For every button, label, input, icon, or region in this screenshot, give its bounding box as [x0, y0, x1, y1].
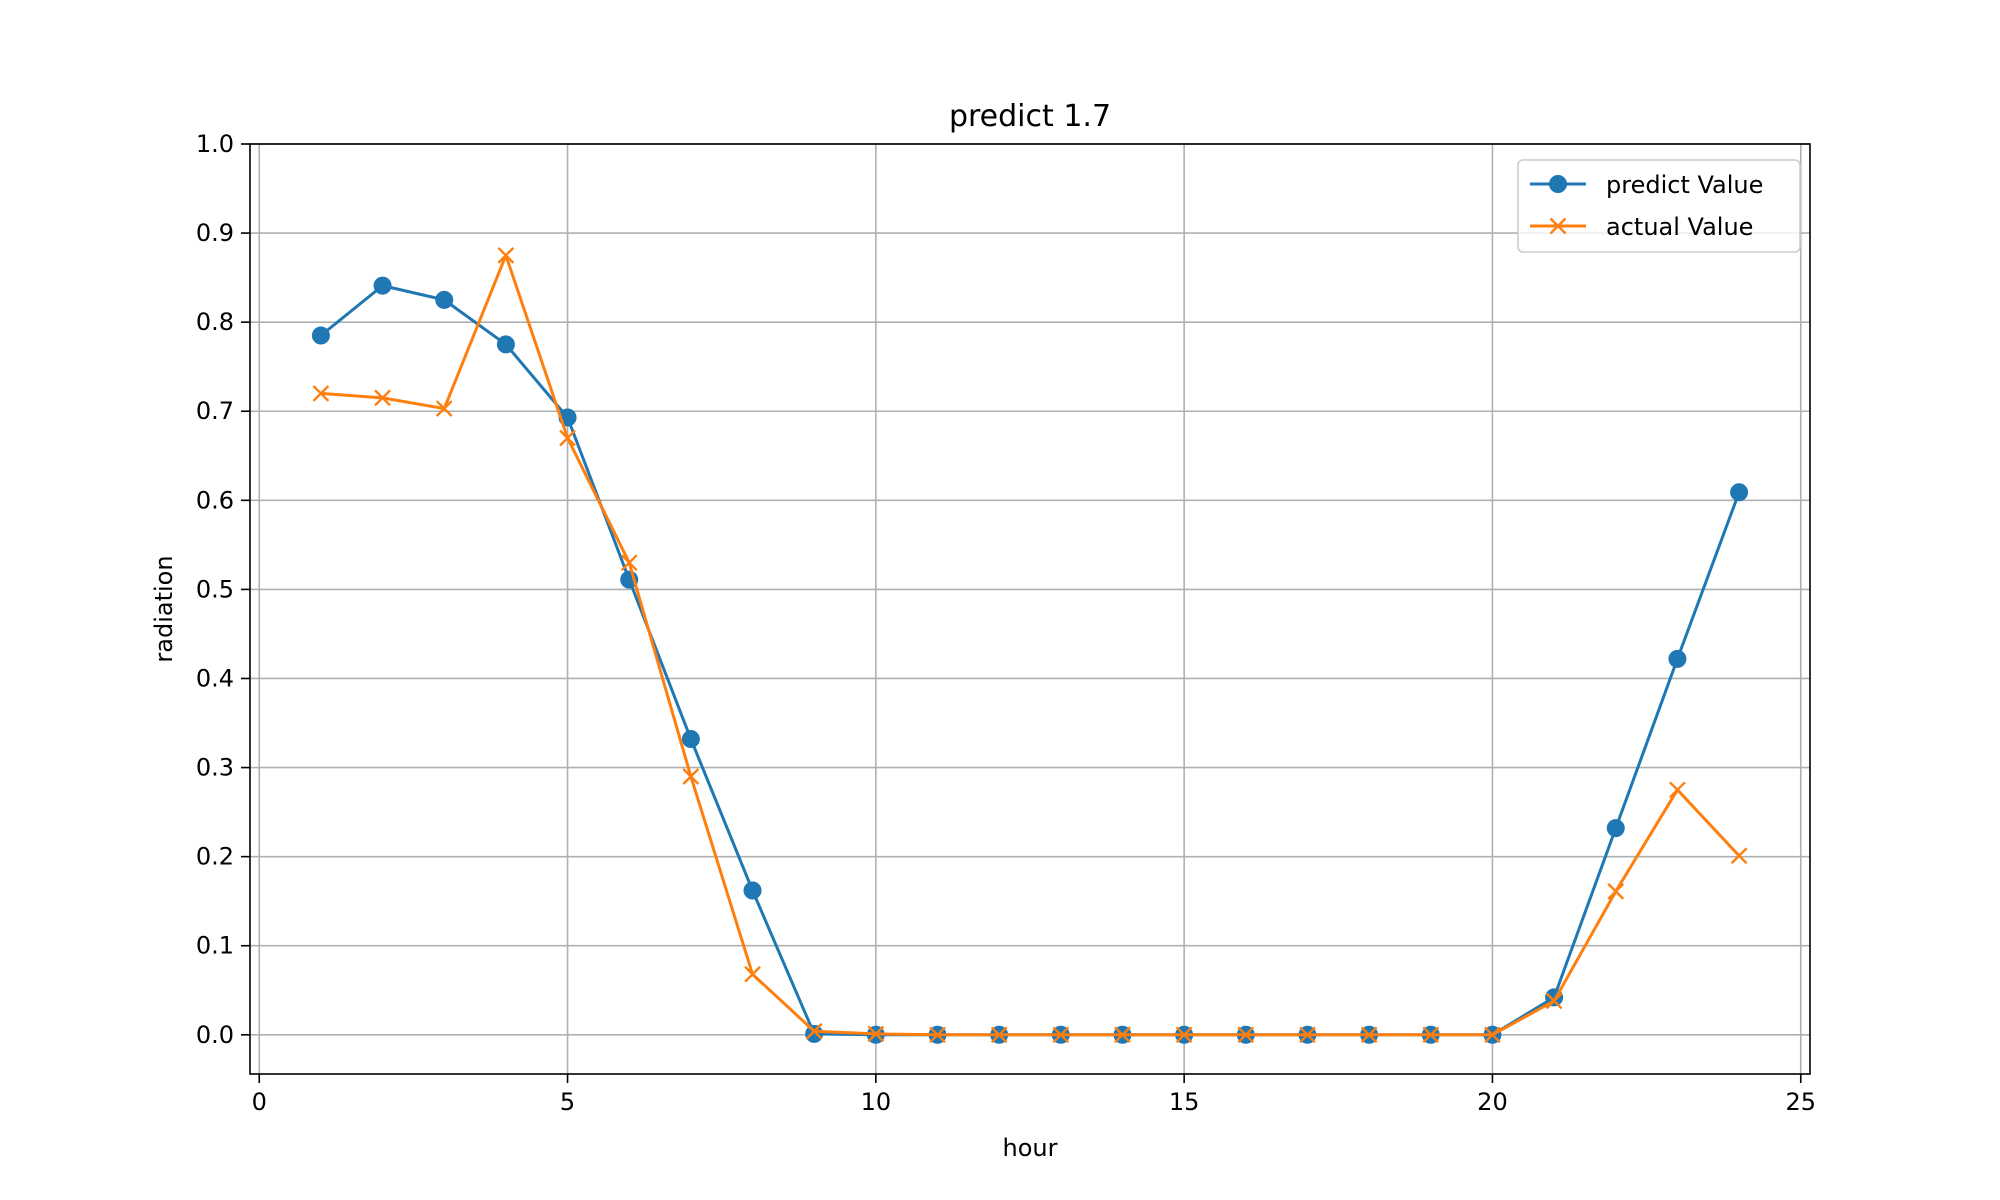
y-tick-label: 0.2	[196, 843, 234, 871]
x-marker-stroke	[1545, 992, 1563, 1010]
x-marker-stroke	[1422, 1026, 1440, 1044]
x-marker-stroke	[620, 554, 638, 572]
actual-value-point	[867, 1025, 885, 1043]
actual-value-point	[1730, 847, 1748, 865]
plot-frame	[249, 143, 1811, 1075]
legend-label: actual Value	[1606, 213, 1753, 241]
x-marker-stroke	[1669, 781, 1686, 799]
x-marker-stroke	[744, 965, 761, 983]
actual-value-point	[805, 1022, 823, 1040]
x-marker-stroke	[990, 1026, 1008, 1044]
actual-value-point	[374, 389, 391, 407]
x-tick-label: 5	[560, 1088, 575, 1116]
actual-value-point	[1484, 1026, 1501, 1044]
x-marker-stroke	[559, 429, 576, 447]
actual-value-point	[1669, 781, 1686, 799]
actual-value-line	[320, 253, 1741, 1037]
predict-value-point	[743, 881, 762, 900]
y-tick-label: 0.0	[196, 1021, 234, 1049]
legend-box	[1517, 159, 1801, 253]
y-axis-label: radiation	[150, 555, 178, 662]
x-marker-stroke	[867, 1025, 885, 1043]
actual-value-point	[1175, 1026, 1193, 1044]
actual-value-point	[990, 1026, 1008, 1044]
x-marker-stroke	[1549, 217, 1567, 235]
x-marker-stroke	[435, 400, 453, 417]
chart-title: predict 1.7	[949, 99, 1111, 134]
legend-item-actual-value: actual Value	[1530, 213, 1753, 241]
x-axis-label: hour	[1003, 1134, 1058, 1162]
legend-item-predict-value: predict Value	[1530, 171, 1763, 199]
actual-value-series	[312, 247, 1748, 1044]
x-marker-stroke	[1237, 1026, 1255, 1044]
x-marker-stroke	[1052, 1026, 1070, 1044]
x-marker-stroke	[805, 1022, 823, 1040]
actual-value-point	[744, 965, 761, 983]
y-tick-label: 0.3	[196, 754, 234, 782]
x-marker-stroke	[497, 247, 515, 264]
y-tick-label: 0.1	[196, 932, 234, 960]
actual-value-point	[1237, 1026, 1255, 1044]
predict-value-point	[496, 335, 515, 354]
x-tick-label: 20	[1477, 1088, 1508, 1116]
actual-value-point	[1360, 1026, 1378, 1044]
predict-value-point	[681, 730, 700, 749]
legend: predict Value actual Value	[1517, 159, 1801, 253]
actual-value-point	[929, 1026, 946, 1044]
x-marker-stroke	[374, 389, 391, 407]
legend-swatch-marker	[1549, 217, 1567, 235]
actual-value-point	[1422, 1026, 1440, 1044]
x-marker-stroke	[312, 385, 330, 402]
actual-value-point	[312, 385, 330, 402]
actual-value-point	[1545, 992, 1563, 1010]
x-tick-label: 0	[252, 1088, 267, 1116]
predict-value-point	[1668, 649, 1687, 668]
x-marker-stroke	[1484, 1026, 1501, 1044]
predict-value-point	[1730, 483, 1749, 502]
x-marker-stroke	[1360, 1026, 1378, 1044]
y-tick-label: 0.7	[196, 397, 234, 425]
actual-value-point	[682, 768, 700, 785]
ticks: 0 5 10 15 20 25 0.0 0.1 0.2 0.3 0.4 0.5 0.6 0.7 0.8 0.9…	[196, 130, 1816, 1116]
actual-value-point	[1114, 1026, 1131, 1044]
actual-value-point	[1052, 1026, 1070, 1044]
legend-label: predict Value	[1606, 171, 1763, 199]
x-marker-stroke	[1730, 847, 1748, 865]
x-marker-stroke	[682, 768, 700, 785]
x-marker-stroke	[1299, 1026, 1316, 1044]
x-marker-stroke	[1607, 883, 1625, 900]
actual-value-point	[559, 429, 576, 447]
y-tick-label: 1.0	[196, 130, 234, 158]
actual-value-point	[1607, 883, 1625, 900]
x-tick-label: 15	[1169, 1088, 1200, 1116]
x-tick-label: 25	[1785, 1088, 1816, 1116]
predict-value-point	[435, 290, 454, 309]
y-tick-label: 0.9	[196, 219, 234, 247]
predict-value-point	[373, 276, 392, 295]
grid	[250, 143, 1810, 1074]
x-tick-label: 10	[861, 1088, 892, 1116]
x-marker-stroke	[1175, 1026, 1193, 1044]
actual-value-point	[1299, 1026, 1316, 1044]
predict-value-point	[805, 1024, 824, 1043]
series-layer	[311, 247, 1749, 1044]
actual-value-point	[620, 554, 638, 572]
y-tick-label: 0.4	[196, 664, 234, 692]
actual-value-point	[435, 400, 453, 417]
x-marker-stroke	[1114, 1026, 1131, 1044]
legend-swatch-marker	[1549, 175, 1567, 193]
predict-value-point	[311, 326, 330, 345]
x-marker-stroke	[929, 1026, 946, 1044]
y-tick-label: 0.5	[196, 575, 234, 603]
actual-value-point	[497, 247, 515, 264]
predict-value-point	[1606, 819, 1625, 838]
y-tick-label: 0.6	[196, 486, 234, 514]
y-tick-label: 0.8	[196, 308, 234, 336]
